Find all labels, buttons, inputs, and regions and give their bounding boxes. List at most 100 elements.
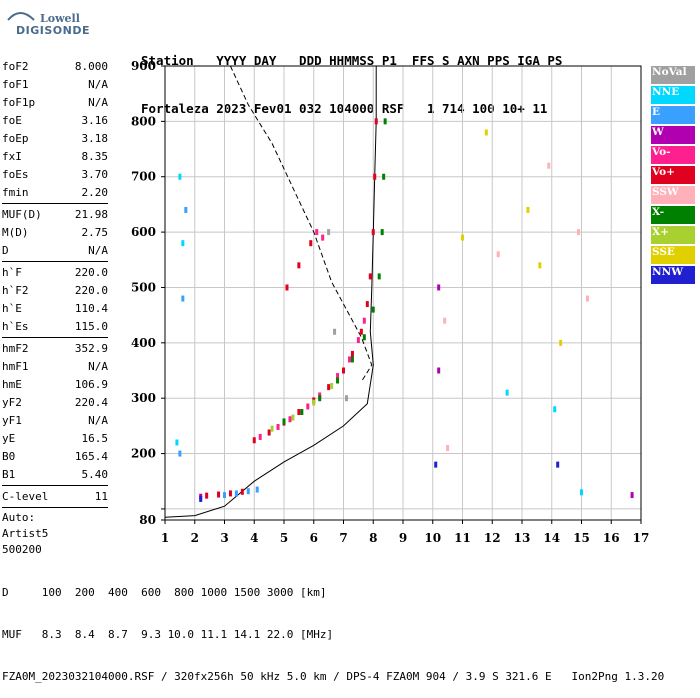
echo-point <box>553 406 557 413</box>
ionogram-chart: 1 2 3 4 5 6 7 8 9 10 11 12 13 14 15 16 17802003004005006… <box>131 59 649 545</box>
echo-point <box>347 356 351 363</box>
echo-point <box>175 439 179 446</box>
echo-point <box>234 490 238 497</box>
param-row: foEs 3.70 <box>2 166 108 184</box>
echo-point <box>223 492 226 499</box>
echo-point <box>383 118 387 125</box>
param-row: yF2 220.4 <box>2 394 108 412</box>
echo-point <box>362 334 366 341</box>
echo-point <box>270 425 274 432</box>
param-name: foE <box>2 114 22 127</box>
echo-point <box>228 490 232 497</box>
echo-point <box>374 118 378 125</box>
param-value: 3.16 <box>81 114 109 127</box>
param-value: 16.5 <box>81 432 109 445</box>
param-row: foF1p N/A <box>2 94 108 112</box>
echo-point <box>368 273 372 280</box>
echo-point <box>321 234 325 241</box>
echo-point <box>356 337 360 344</box>
echo-point <box>309 240 313 247</box>
x-tick-label: 9 <box>399 531 407 545</box>
param-name: h`F2 <box>2 284 29 297</box>
footer: D 100 200 400 600 800 1000 1500 3000 [km… <box>2 558 664 698</box>
param-row: M(D) 2.75 <box>2 224 108 242</box>
legend-item: X+ <box>651 226 695 244</box>
echo-point <box>362 317 366 324</box>
logo-line2: DIGISONDE <box>16 24 90 37</box>
param-name: foF2 <box>2 60 29 73</box>
x-tick-label: 5 <box>280 531 288 545</box>
param-name: fmin <box>2 186 29 199</box>
virtual-height-curve-dashed <box>229 65 373 382</box>
echo-point <box>350 356 354 363</box>
echo-point <box>336 377 340 384</box>
param-value: 220.4 <box>74 396 108 409</box>
y-tick-label: 400 <box>131 336 156 350</box>
echo-point <box>297 262 301 269</box>
echo-point <box>380 229 384 236</box>
station-header: Station YYYY DAY DDD HHMMSS P1 FFS S AXN… <box>141 21 562 133</box>
param-separator <box>2 203 108 204</box>
param-name: foF1p <box>2 96 36 109</box>
echo-point <box>371 306 375 313</box>
param-value: N/A <box>88 414 108 427</box>
echo-point <box>184 206 188 213</box>
x-tick-label: 1 <box>161 531 169 545</box>
param-name: C-level <box>2 490 49 503</box>
param-value: 110.4 <box>74 302 108 315</box>
echo-point <box>315 229 319 236</box>
echo-point <box>252 437 256 444</box>
echo-point <box>333 328 337 335</box>
echo-point <box>288 416 292 423</box>
echo-point <box>240 488 244 495</box>
legend-item: NNW <box>651 266 695 284</box>
param-value: 106.9 <box>74 378 108 391</box>
y-tick-label: 700 <box>131 170 156 184</box>
echo-point <box>538 262 542 269</box>
echo-point <box>336 373 340 380</box>
lowell-digisonde-logo: Lowell DIGISONDE <box>4 6 89 42</box>
echo-point <box>437 367 441 374</box>
echo-point <box>312 399 316 406</box>
footer-muf-row: MUF 8.3 8.4 8.7 9.3 10.0 11.1 14.1 22.0 … <box>2 628 334 641</box>
param-name: hmE <box>2 378 22 391</box>
param-value: N/A <box>88 78 108 91</box>
echo-point <box>559 339 563 346</box>
echo-point <box>365 301 369 308</box>
legend-item: X- <box>651 206 695 224</box>
echo-point <box>178 173 182 180</box>
param-row: fxI 8.35 <box>2 148 108 166</box>
echo-point <box>285 284 289 291</box>
echo-point <box>382 173 386 180</box>
param-name: foEp <box>2 132 29 145</box>
y-tick-label: 200 <box>131 447 156 461</box>
legend-item: W <box>651 126 695 144</box>
param-row: D N/A <box>2 242 108 260</box>
param-value: 8.000 <box>74 60 108 73</box>
echo-point <box>199 495 203 502</box>
y-tick-label: 500 <box>131 280 156 294</box>
param-value: N/A <box>88 96 108 109</box>
param-name: yF2 <box>2 396 22 409</box>
echo-point <box>342 367 345 374</box>
x-tick-label: 6 <box>310 531 318 545</box>
param-value: 11 <box>94 490 108 503</box>
x-tick-label: 10 <box>424 531 441 545</box>
param-name: hmF1 <box>2 360 29 373</box>
param-value: 3.18 <box>81 132 109 145</box>
param-value: N/A <box>88 244 108 257</box>
param-separator <box>2 485 108 486</box>
echo-point <box>282 418 286 425</box>
echo-point <box>205 492 209 499</box>
echo-point <box>630 492 634 499</box>
param-row: foF1 N/A <box>2 76 108 94</box>
echo-point <box>258 433 262 440</box>
echo-point <box>437 284 441 291</box>
param-name: B1 <box>2 468 16 481</box>
param-row: foF2 8.000 <box>2 58 108 76</box>
y-tick-label: 300 <box>131 391 156 405</box>
param-row: h`Es 115.0 <box>2 318 108 336</box>
param-value: N/A <box>88 360 108 373</box>
param-row: B1 5.40 <box>2 466 108 484</box>
x-tick-label: 7 <box>339 531 347 545</box>
